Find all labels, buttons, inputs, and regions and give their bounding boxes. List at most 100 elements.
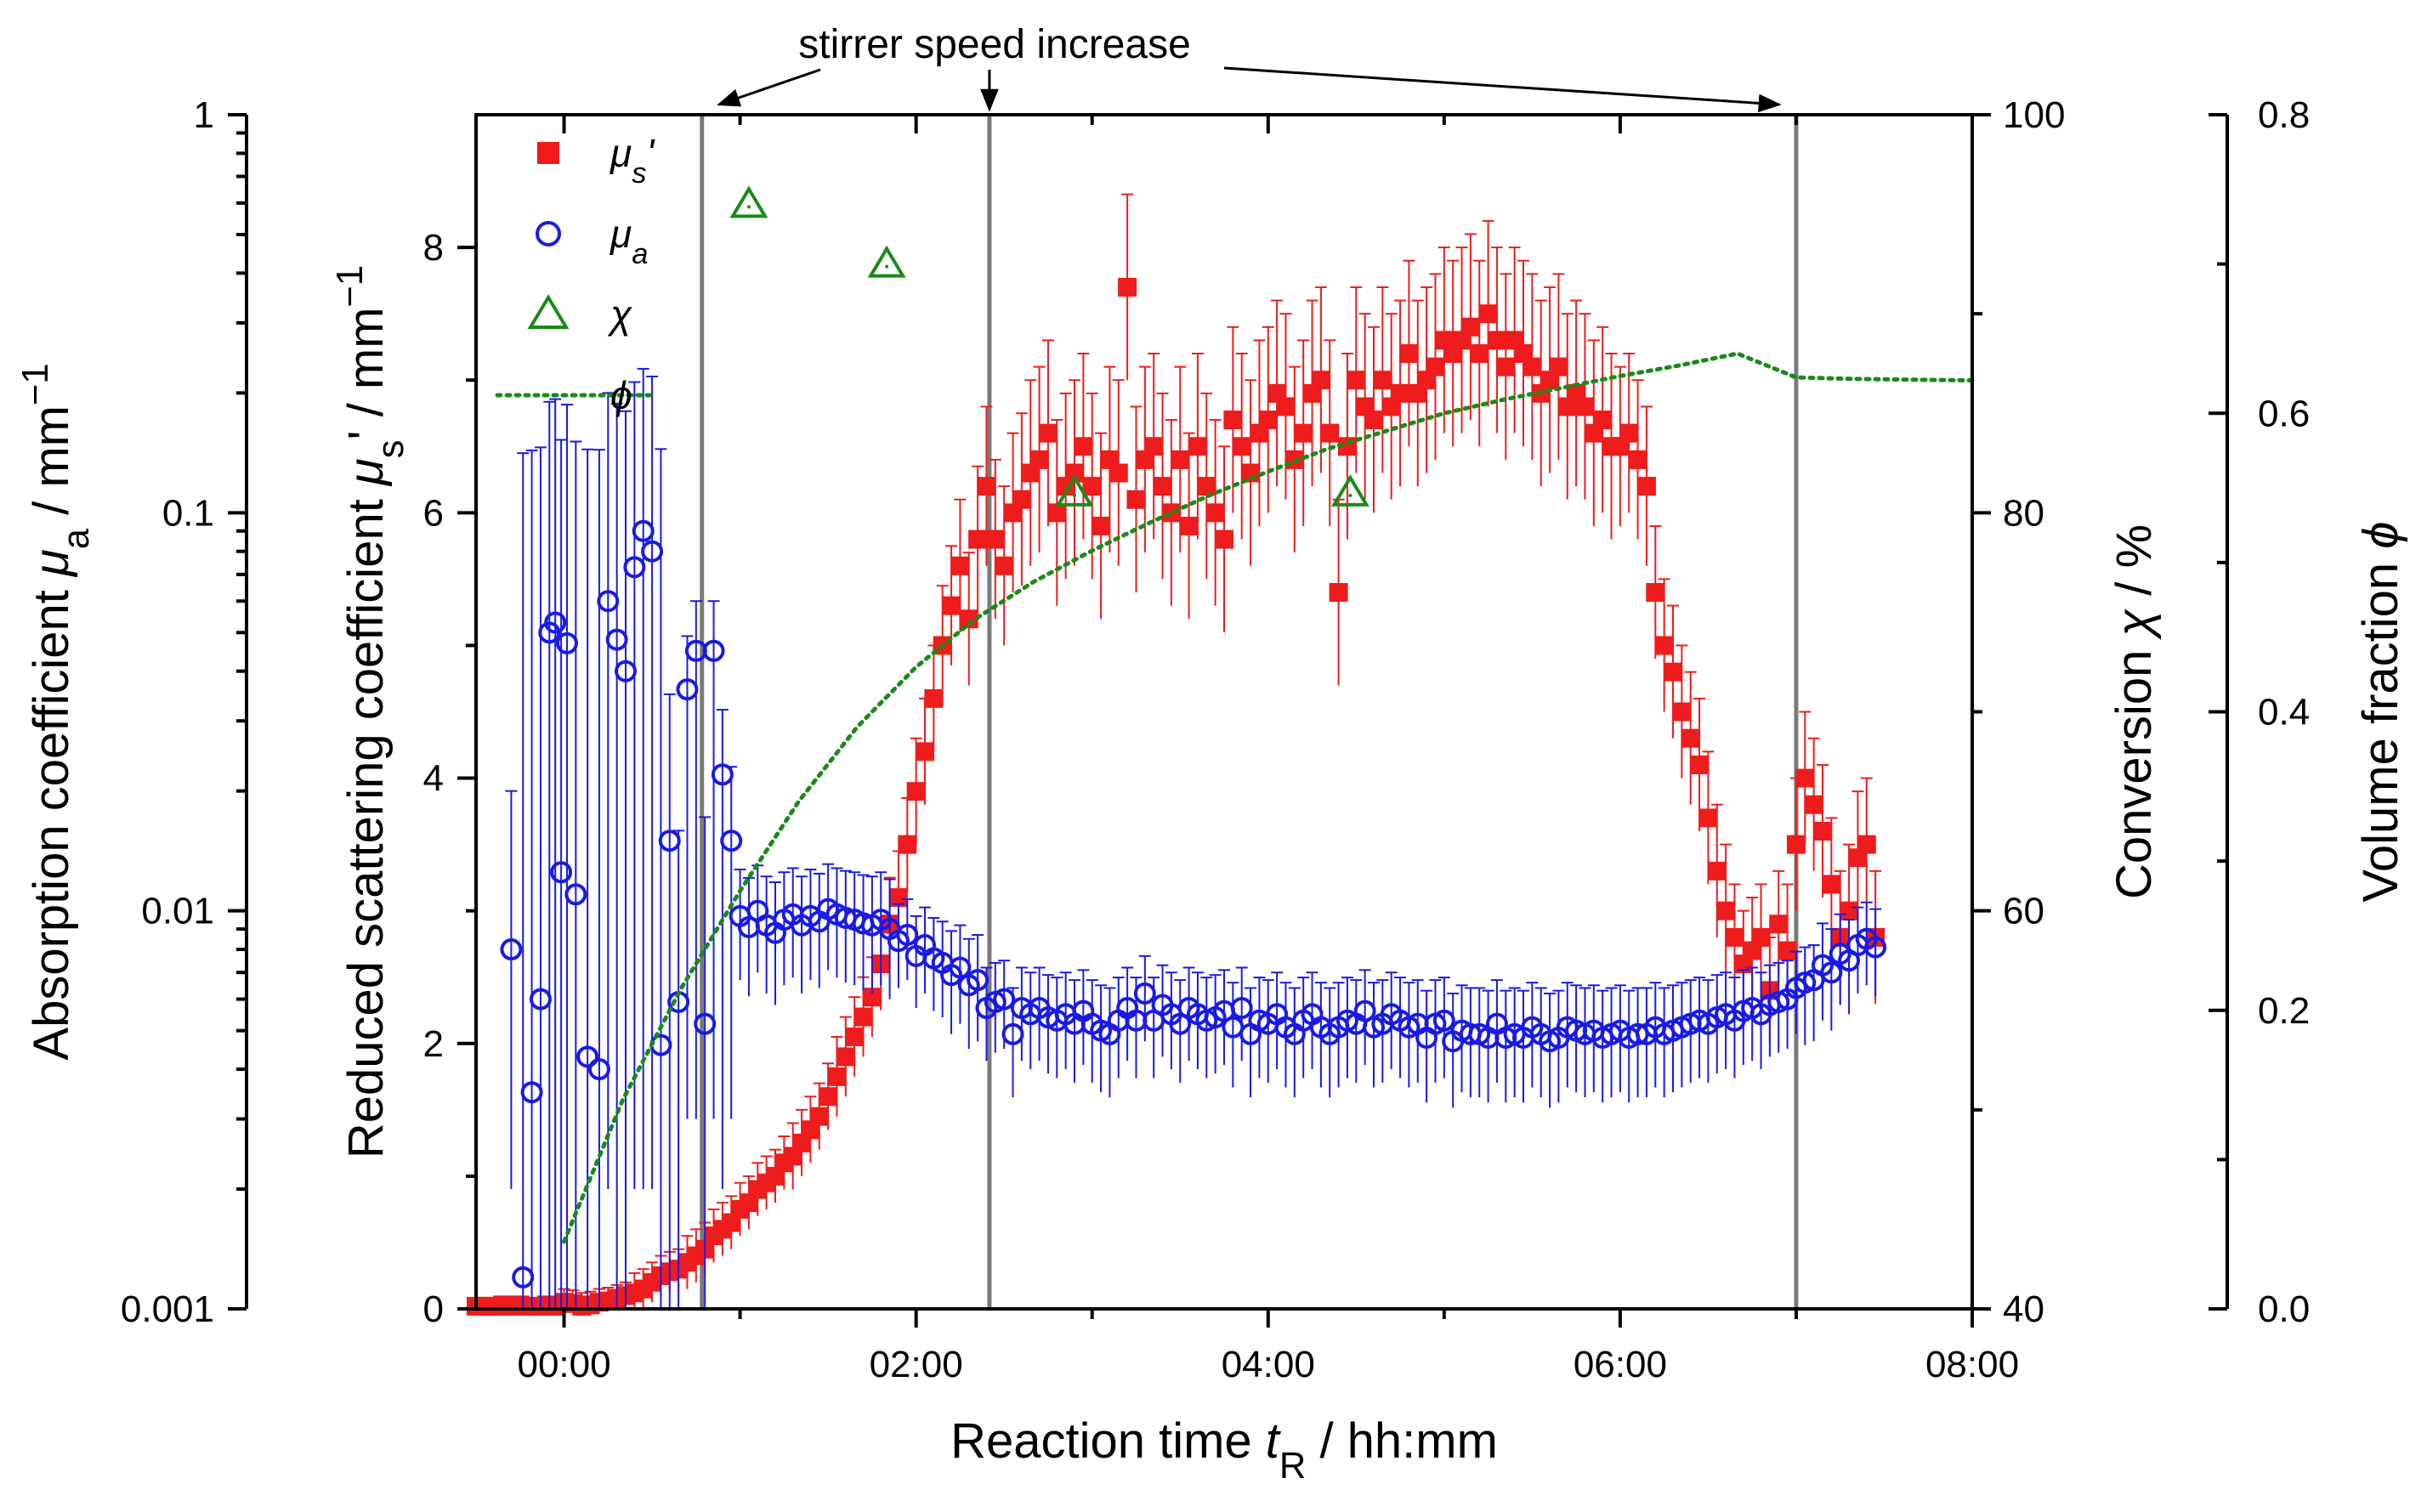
x-tick-label: 00:00	[517, 1344, 610, 1385]
mus-point	[1478, 304, 1498, 324]
phi-line	[562, 351, 1975, 1244]
absorption-y-tick-label: 0.001	[121, 1288, 214, 1330]
mus-point	[1179, 516, 1199, 535]
mus-point	[888, 888, 908, 908]
chi-point-dot	[885, 264, 889, 269]
mua-point	[1353, 1000, 1376, 1022]
mus-point	[968, 529, 988, 549]
legend-label: μs'	[610, 131, 655, 190]
annotation-arrow	[717, 68, 821, 107]
mua-point	[1864, 936, 1887, 959]
mua-point	[949, 956, 972, 979]
mua-point	[1820, 961, 1843, 984]
mus-point	[1690, 755, 1710, 774]
x-tick-label: 04:00	[1222, 1344, 1315, 1385]
mus-point	[1549, 357, 1568, 377]
mua-point	[641, 540, 664, 563]
mus-point	[1029, 450, 1049, 469]
mua-point	[1001, 1022, 1024, 1045]
mus-point	[1188, 437, 1207, 456]
mua-point	[1133, 982, 1156, 1005]
mus-point	[1460, 317, 1480, 337]
mus-point	[1725, 927, 1744, 947]
mus-point	[1320, 423, 1340, 443]
mus-point	[1205, 503, 1225, 523]
chi-point	[867, 245, 906, 278]
mua-point	[512, 1266, 535, 1288]
chi-point-dot	[746, 205, 751, 209]
conversion-y-tick-label: 80	[2003, 492, 2044, 534]
chi-point-dot	[1073, 493, 1076, 497]
mus-point	[977, 477, 996, 496]
mus-point	[1399, 344, 1419, 363]
mus-point	[1654, 636, 1674, 655]
mus-point	[1294, 423, 1313, 443]
mus-point	[1364, 411, 1383, 430]
conversion-axis-title: Conversion χ / %	[2107, 524, 2162, 899]
mus-point	[1232, 437, 1251, 456]
mus-point	[1523, 357, 1542, 377]
mua-point	[658, 830, 681, 852]
legend-label: χ	[607, 292, 632, 337]
mus-point	[1619, 423, 1639, 443]
conversion-y-tick-label: 100	[2003, 94, 2065, 136]
mua-point	[500, 938, 523, 961]
volume-y-tick-label: 0.6	[2258, 393, 2310, 434]
mus-point	[1707, 861, 1727, 881]
mus-point	[1223, 411, 1243, 430]
mus-point	[809, 1107, 829, 1126]
mua-point	[694, 1012, 717, 1035]
mus-point	[1126, 490, 1146, 509]
legend-marker-mus	[537, 142, 559, 164]
chi-point	[1055, 473, 1094, 507]
volume-y-tick-label: 0.4	[2258, 692, 2310, 733]
mua-point	[711, 763, 734, 786]
mus-point	[1082, 477, 1102, 496]
mus-point	[1496, 357, 1516, 377]
mua-point	[597, 590, 620, 613]
mus-point	[1258, 411, 1278, 430]
mus-point	[1698, 808, 1718, 828]
mus-point	[1426, 357, 1445, 377]
scatter-y-tick-label: 6	[423, 492, 444, 534]
mus-point	[862, 988, 882, 1007]
mus-point	[959, 609, 978, 629]
mus-point	[1804, 795, 1823, 814]
x-tick-label: 08:00	[1925, 1344, 2019, 1385]
absorption-y-tick-label: 1	[194, 94, 214, 136]
mua-point	[587, 1058, 610, 1081]
mus-point	[924, 688, 944, 708]
mus-point	[819, 1087, 838, 1107]
mua-point	[550, 861, 573, 884]
x-axis-title: Reaction time tR / hh:mm	[950, 1413, 1498, 1487]
mus-point	[1373, 371, 1392, 390]
mus-point	[916, 742, 934, 762]
mus-point	[1575, 397, 1595, 416]
legend-marker-mua	[536, 221, 561, 246]
mus-point	[1391, 383, 1410, 403]
mua-point	[676, 678, 699, 701]
mua-point	[615, 660, 637, 682]
mus-point	[1161, 503, 1181, 523]
mua-point	[555, 631, 578, 654]
mus-point	[1822, 875, 1841, 894]
mus-point	[1681, 728, 1700, 748]
chi-point-dot	[1348, 493, 1352, 497]
mus-point	[1769, 915, 1789, 934]
chi-point	[1330, 473, 1369, 507]
mus-point	[1074, 437, 1093, 456]
mus-point	[1047, 503, 1067, 523]
scatter-y-tick-label: 8	[423, 227, 444, 269]
mua-point	[564, 883, 587, 906]
mus-point	[1857, 835, 1876, 854]
mus-point	[1311, 371, 1330, 390]
volume-axis-title: Volume fraction ϕ	[2353, 521, 2408, 902]
legend-label: ϕ	[610, 373, 632, 417]
mus-point	[1347, 371, 1366, 390]
mus-point	[1778, 941, 1797, 960]
mus-point	[995, 556, 1014, 575]
mus-point	[950, 556, 970, 575]
mus-point	[1109, 463, 1128, 483]
volume-y-tick-label: 0.2	[2258, 990, 2310, 1032]
mus-point	[1065, 463, 1084, 483]
